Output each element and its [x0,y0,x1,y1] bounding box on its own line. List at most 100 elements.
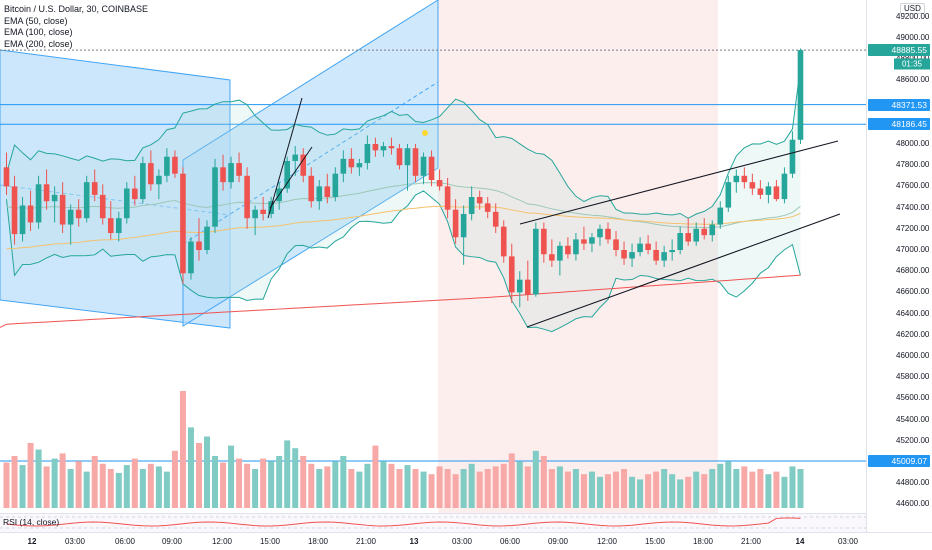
volume-bar [709,469,716,508]
time-tick: 03:00 [451,537,473,546]
candle-body [533,228,539,295]
time-tick: 21:00 [740,537,762,546]
volume-bar [765,474,772,508]
volume-bar [629,476,636,508]
volume-bar [468,463,475,508]
candle-body [115,218,122,234]
candle-body [508,256,515,293]
candle-body [765,186,772,195]
volume-bar [388,463,395,508]
bollinger-upper [6,66,801,219]
price-tick: 46600.00 [896,287,930,297]
legend-ema-100[interactable]: EMA (100, close) [4,27,73,37]
candle-body [677,233,683,250]
candle-body [19,205,26,235]
volume-bar [11,456,18,508]
candle-body [124,188,130,219]
candle-body [773,186,780,200]
volume-bar [492,466,499,508]
time-tick: 15:00 [644,537,666,546]
time-tick: 12:00 [211,537,233,546]
volume-bar [19,465,26,508]
volume-bar [348,469,355,508]
candle-body [83,182,90,219]
volume-bar [276,456,283,508]
candle-body [188,241,194,274]
volume-bar [460,469,467,508]
candle-body [444,186,451,210]
price-tick: 45200.00 [896,435,930,445]
volume-bar [733,469,740,508]
price-axis[interactable] [866,0,932,532]
volume-bar [661,469,668,508]
currency-badge[interactable]: USD [900,3,925,14]
candle-body [260,209,266,214]
volume-bar [725,461,732,508]
candle-body [204,226,210,250]
volume-bar [147,463,154,508]
candle-body [51,194,58,202]
bollinger-lower [6,190,801,333]
candle-body [148,163,154,185]
volume-bar [580,474,587,508]
volume-bar [75,461,82,508]
volume-bar [428,474,435,508]
volume-bar [396,469,403,508]
pane-separator[interactable] [0,513,932,514]
price-tick: 46200.00 [896,329,930,339]
volume-bar [596,476,603,508]
symbol-title[interactable]: Bitcoin / U.S. Dollar, 30, COINBASE [4,4,149,14]
candle-body [525,279,531,295]
volume-bar [59,453,66,508]
time-tick: 09:00 [547,537,569,546]
volume-bar [637,479,644,508]
volume-bar [163,471,170,508]
price-tick: 49000.00 [896,33,930,42]
volume-bar [372,445,379,508]
volume-bar [621,469,628,508]
volume-bar [677,479,684,508]
highlight-zone [438,0,718,513]
candle-body [701,228,708,236]
candle-body [541,228,547,255]
volume-bar [532,450,539,508]
volume-bar [717,463,724,508]
volume-bar [669,474,676,508]
volume-bar [572,469,579,508]
candle-body [476,197,483,204]
candle-body [364,144,371,164]
ema-200-line [0,274,801,328]
trendline-left-a [267,97,303,219]
candle-body [597,228,603,238]
legend-ema-200[interactable]: EMA (200, close) [4,38,73,49]
candle-body [348,158,355,168]
volume-bar [588,471,595,508]
candle-body [741,175,748,183]
chart-legend: Bitcoin / U.S. Dollar, 30, COINBASE EMA … [4,4,148,50]
volume-bar [564,471,571,508]
rsi-legend[interactable]: RSI (14, close) [3,517,60,527]
candle-body [557,245,563,261]
price-tick: 46800.00 [896,266,930,276]
volume-bar [444,469,451,508]
price-tick: 46000.00 [896,351,930,360]
price-tick: 48000.00 [896,139,930,148]
volume-bar [308,463,315,508]
volume-bar [741,466,748,508]
bollinger-fill [6,66,801,332]
volume-bar [236,458,243,508]
volume-bar [300,456,307,508]
volume-bar [540,456,547,508]
price-tick: 47800.00 [896,160,930,170]
legend-ema-50[interactable]: EMA (50, close) [4,15,68,26]
volume-bar [43,466,50,508]
time-axis[interactable] [0,532,932,550]
price-tick: 46400.00 [896,308,930,318]
price-tick: 47400.00 [896,202,930,212]
candle-body [749,182,756,189]
candle-body [605,228,611,240]
volume-bar [123,465,130,508]
volume-bar [452,474,459,508]
